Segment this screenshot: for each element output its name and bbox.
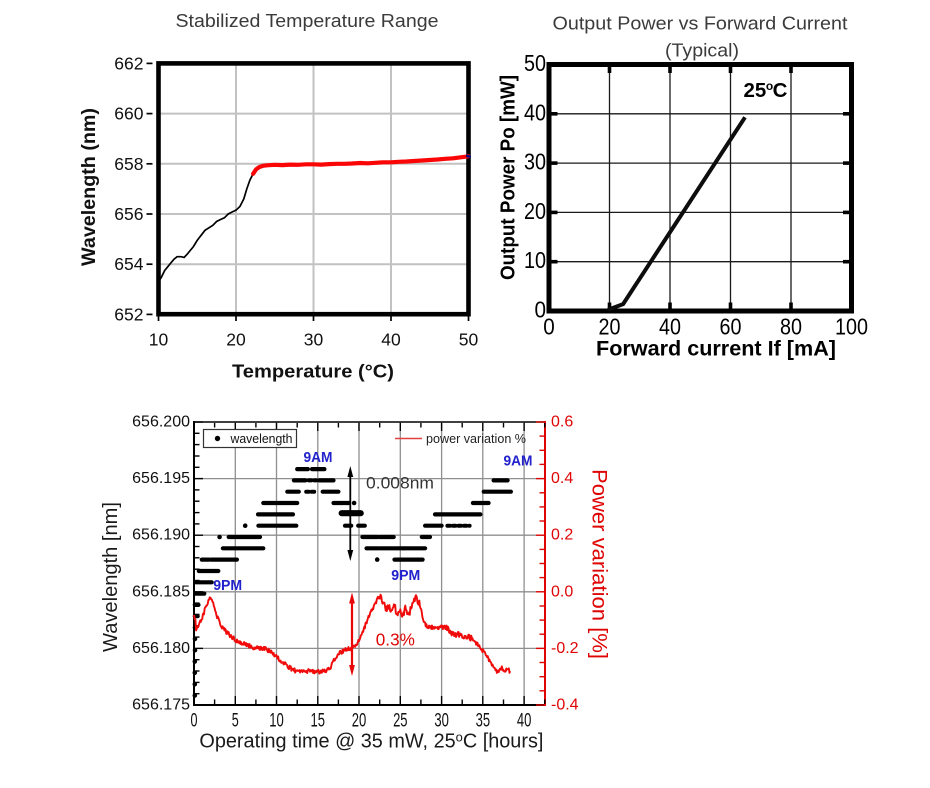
svg-text:-0.4: -0.4	[551, 697, 579, 714]
svg-text:40: 40	[659, 314, 681, 340]
svg-text:10: 10	[269, 711, 284, 732]
svg-text:30: 30	[434, 711, 449, 732]
svg-text:0.3%: 0.3%	[376, 630, 415, 650]
svg-text:9PM: 9PM	[213, 578, 242, 594]
svg-text:656.180: 656.180	[132, 640, 190, 657]
svg-text:0.008nm: 0.008nm	[366, 474, 434, 493]
svg-text:40: 40	[517, 711, 532, 732]
svg-text:0.6: 0.6	[551, 414, 573, 431]
svg-text:power variation %: power variation %	[426, 432, 526, 446]
svg-text:Power variation [%]: Power variation [%]	[588, 469, 611, 659]
svg-text:25oC: 25oC	[744, 79, 788, 102]
svg-text:0: 0	[543, 314, 555, 340]
svg-text:656.175: 656.175	[132, 697, 190, 714]
svg-text:Output Power vs Forward Curren: Output Power vs Forward Current	[553, 13, 848, 34]
svg-text:20: 20	[226, 330, 246, 350]
svg-text:Wavelength (nm): Wavelength (nm)	[79, 108, 100, 266]
svg-text:0.0: 0.0	[551, 583, 573, 600]
svg-text:20: 20	[599, 314, 621, 340]
svg-text:30: 30	[304, 330, 324, 350]
svg-text:20: 20	[352, 711, 367, 732]
svg-text:35: 35	[476, 711, 491, 732]
svg-text:50: 50	[459, 330, 479, 350]
svg-text:654: 654	[114, 254, 143, 274]
svg-text:652: 652	[114, 304, 143, 324]
svg-text:Wavelength [nm]: Wavelength [nm]	[100, 502, 122, 652]
svg-text:656.195: 656.195	[132, 470, 190, 487]
svg-text:-0.2: -0.2	[551, 640, 579, 657]
svg-text:(Typical): (Typical)	[665, 40, 739, 61]
svg-text:15: 15	[311, 711, 326, 732]
svg-text:0: 0	[535, 297, 547, 323]
svg-text:50: 50	[524, 50, 546, 76]
svg-text:60: 60	[720, 314, 742, 340]
svg-text:Stabilized Temperature Range: Stabilized Temperature Range	[176, 11, 439, 31]
svg-text:10: 10	[149, 330, 169, 350]
svg-text:10: 10	[524, 247, 546, 273]
svg-text:40: 40	[524, 99, 546, 125]
svg-text:656.185: 656.185	[132, 583, 190, 600]
svg-text:Temperature (°C): Temperature (°C)	[232, 361, 394, 382]
svg-text:wavelength: wavelength	[230, 432, 293, 446]
svg-text:0: 0	[191, 711, 198, 732]
svg-text:9PM: 9PM	[391, 568, 420, 584]
svg-text:5: 5	[232, 711, 239, 732]
svg-text:Output Power Po [mW]: Output Power Po [mW]	[497, 75, 520, 280]
svg-text:25: 25	[393, 711, 408, 732]
svg-text:Operating time @ 35 mW, 25oC [: Operating time @ 35 mW, 25oC [hours]	[199, 730, 543, 753]
svg-text:9AM: 9AM	[304, 450, 333, 466]
svg-text:656: 656	[114, 204, 143, 224]
svg-text:40: 40	[381, 330, 401, 350]
svg-text:656.190: 656.190	[132, 527, 190, 544]
svg-text:30: 30	[524, 149, 546, 175]
svg-text:9AM: 9AM	[504, 454, 533, 470]
svg-text:20: 20	[524, 198, 546, 224]
svg-text:662: 662	[114, 53, 143, 73]
svg-text:660: 660	[114, 104, 143, 124]
svg-text:656.200: 656.200	[132, 414, 190, 431]
svg-text:100: 100	[835, 314, 868, 340]
svg-text:0.4: 0.4	[551, 470, 573, 487]
svg-text:0.2: 0.2	[551, 527, 573, 544]
svg-text:Forward current If [mA]: Forward current If [mA]	[596, 338, 836, 361]
svg-text:80: 80	[780, 314, 802, 340]
svg-text:658: 658	[114, 154, 143, 174]
